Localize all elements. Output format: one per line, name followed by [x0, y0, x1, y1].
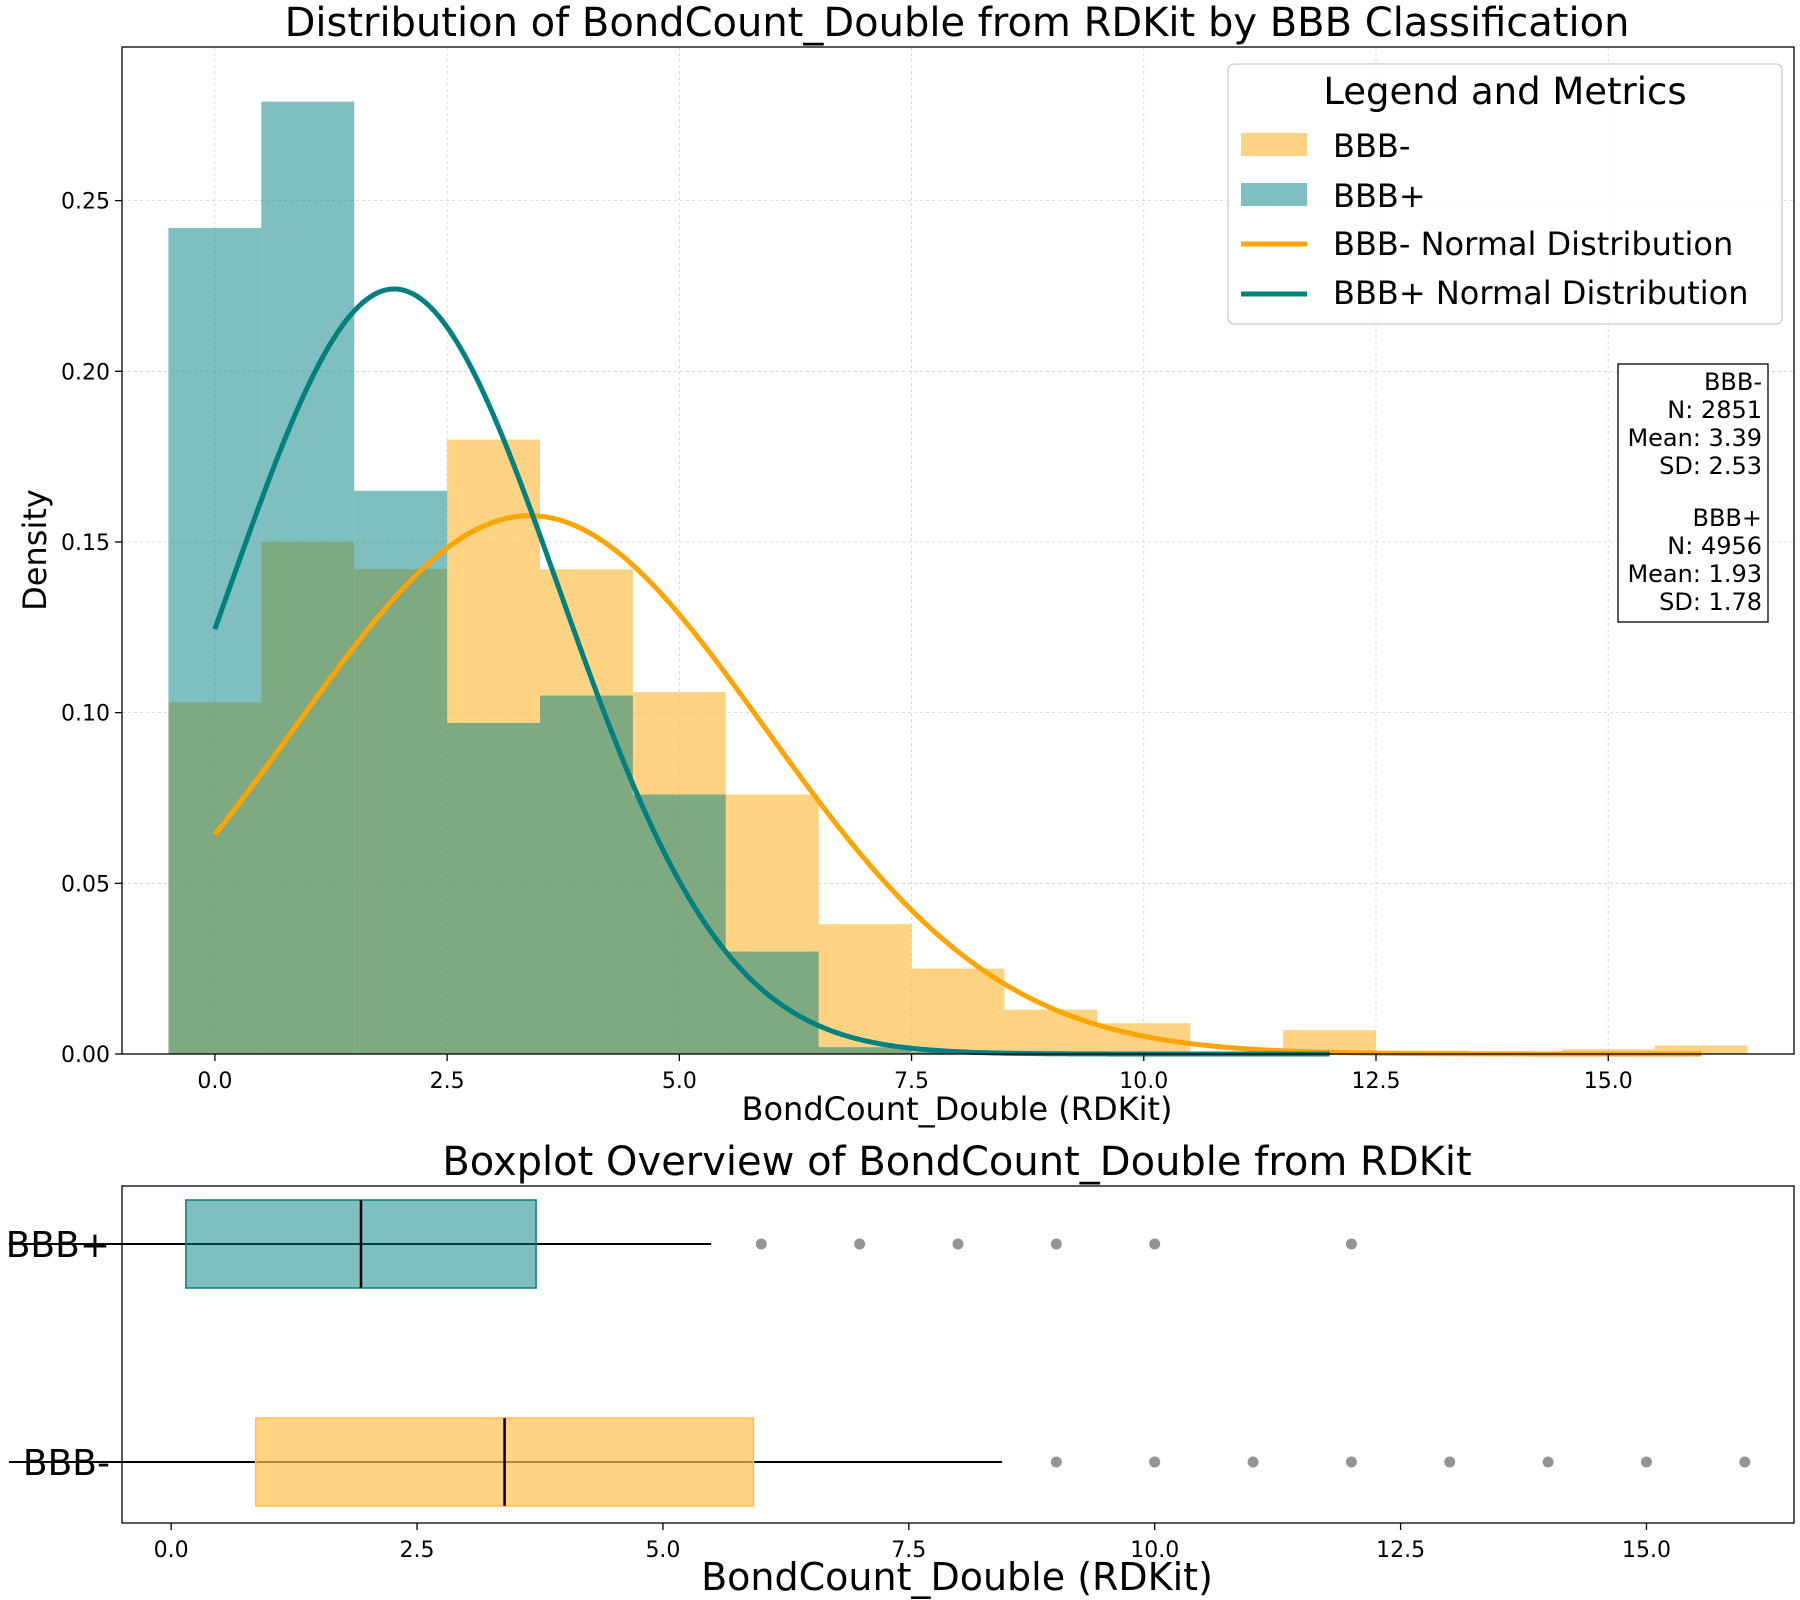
bbb-minus-bar: [1654, 1045, 1748, 1054]
legend: Legend and Metrics BBB- BBB+ BBB- Normal…: [1227, 63, 1783, 325]
boxplot-outlier: [1050, 1456, 1062, 1468]
x-tick-label: 0.0: [197, 1069, 232, 1094]
y-tick-label: BBB-: [23, 1443, 110, 1484]
boxplot-outlier: [1444, 1456, 1456, 1468]
metrics-line: N: 2851: [1667, 396, 1762, 424]
x-tick-label: 7.5: [891, 1538, 926, 1563]
boxplot-outlier: [1739, 1456, 1751, 1468]
metrics-line: N: 4956: [1667, 532, 1762, 560]
metrics-line: SD: 2.53: [1659, 452, 1762, 480]
metrics-box: BBB- N: 2851 Mean: 3.39 SD: 2.53 BBB+ N:…: [1617, 363, 1769, 623]
histogram-x-ticks: 0.0 2.5 5.0 7.5 10.0 12.5 15.0: [197, 1054, 1633, 1094]
boxplot-outlier: [1542, 1456, 1554, 1468]
legend-label-bbb-minus: BBB-: [1333, 127, 1410, 165]
bbb-minus-bar: [818, 924, 912, 1054]
bbb-plus-bar: [540, 695, 633, 1054]
legend-title: Legend and Metrics: [1323, 70, 1686, 113]
boxplot-outlier: [755, 1238, 767, 1250]
boxplot-marks: [8, 1199, 1751, 1507]
metrics-line: BBB-: [1704, 368, 1762, 396]
metrics-line: Mean: 3.39: [1627, 424, 1762, 452]
x-tick-label: 12.5: [1376, 1538, 1425, 1563]
boxplot-outlier: [1345, 1238, 1357, 1250]
x-tick-label: 5.0: [662, 1069, 697, 1094]
boxplot-outlier: [1640, 1456, 1652, 1468]
histogram-x-label: BondCount_Double (RDKit): [742, 1090, 1173, 1128]
boxplot-y-ticks: BBB+ BBB-: [6, 1225, 122, 1484]
bbb-plus-bar: [818, 1047, 912, 1054]
histogram-title: Distribution of BondCount_Double from RD…: [285, 0, 1630, 46]
legend-swatch-bbb-plus: [1241, 183, 1307, 206]
x-tick-label: 10.0: [1119, 1069, 1168, 1094]
metrics-line: SD: 1.78: [1659, 588, 1762, 616]
bbb-plus-bar: [261, 101, 355, 1055]
y-tick-label: 0.10: [61, 702, 110, 727]
boxplot-outlier: [1345, 1456, 1357, 1468]
x-tick-label: 0.0: [154, 1538, 189, 1563]
histogram-y-label: Density: [16, 489, 54, 611]
boxplot-outlier: [854, 1238, 866, 1250]
x-tick-label: 7.5: [894, 1069, 929, 1094]
x-tick-label: 2.5: [430, 1069, 465, 1094]
legend-label-bbb-plus-normal: BBB+ Normal Distribution: [1333, 274, 1748, 312]
bbb-minus-bar: [1004, 1009, 1098, 1054]
x-tick-label: 5.0: [645, 1538, 680, 1563]
histogram-plot-frame: [121, 46, 1795, 1055]
bbb-plus-bar: [447, 722, 540, 1054]
x-tick-label: 2.5: [400, 1538, 435, 1563]
boxplot-x-ticks: 0.0 2.5 5.0 7.5 10.0 12.5 15.0: [154, 1523, 1671, 1563]
legend-label-bbb-plus: BBB+: [1333, 177, 1426, 215]
boxplot-x-label: BondCount_Double (RDKit): [701, 1555, 1213, 1599]
boxplot-outlier: [1247, 1456, 1259, 1468]
metrics-box-frame: [1617, 363, 1769, 623]
bbb-minus-bar: [911, 968, 1005, 1054]
boxplot-outlier: [1050, 1238, 1062, 1250]
boxplot-outlier: [1149, 1456, 1161, 1468]
x-tick-label: 15.0: [1622, 1538, 1671, 1563]
boxplot-title: Boxplot Overview of BondCount_Double fro…: [442, 1139, 1471, 1185]
boxplot-outlier: [1149, 1238, 1161, 1250]
y-tick-label: 0.25: [61, 190, 110, 215]
histogram-y-ticks: 0.00 0.05 0.10 0.15 0.20 0.25: [61, 190, 122, 1068]
boxplot-outlier: [952, 1238, 964, 1250]
y-tick-label: BBB+: [6, 1225, 110, 1266]
bbb-plus-bar: [632, 794, 726, 1054]
metrics-line: Mean: 1.93: [1627, 560, 1762, 588]
boxplot-plot-frame: [121, 1185, 1795, 1524]
bbb-plus-bar: [354, 490, 448, 1055]
y-tick-label: 0.15: [61, 531, 110, 556]
x-tick-label: 10.0: [1130, 1538, 1179, 1563]
y-tick-label: 0.05: [61, 872, 110, 897]
legend-frame: [1227, 63, 1783, 325]
histogram-chart: Distribution of BondCount_Double from RD…: [16, 0, 1795, 1128]
metrics-line: BBB+: [1692, 504, 1762, 532]
y-tick-label: 0.00: [61, 1043, 110, 1068]
bbb-plus-bar: [168, 227, 262, 1054]
legend-swatch-bbb-minus: [1241, 133, 1307, 156]
bbb-minus-bar: [1283, 1030, 1376, 1054]
boxplot-chart: Boxplot Overview of BondCount_Double fro…: [6, 1139, 1795, 1599]
y-tick-label: 0.20: [61, 360, 110, 385]
legend-label-bbb-minus-normal: BBB- Normal Distribution: [1333, 225, 1733, 263]
x-tick-label: 12.5: [1352, 1069, 1401, 1094]
x-tick-label: 15.0: [1584, 1069, 1633, 1094]
